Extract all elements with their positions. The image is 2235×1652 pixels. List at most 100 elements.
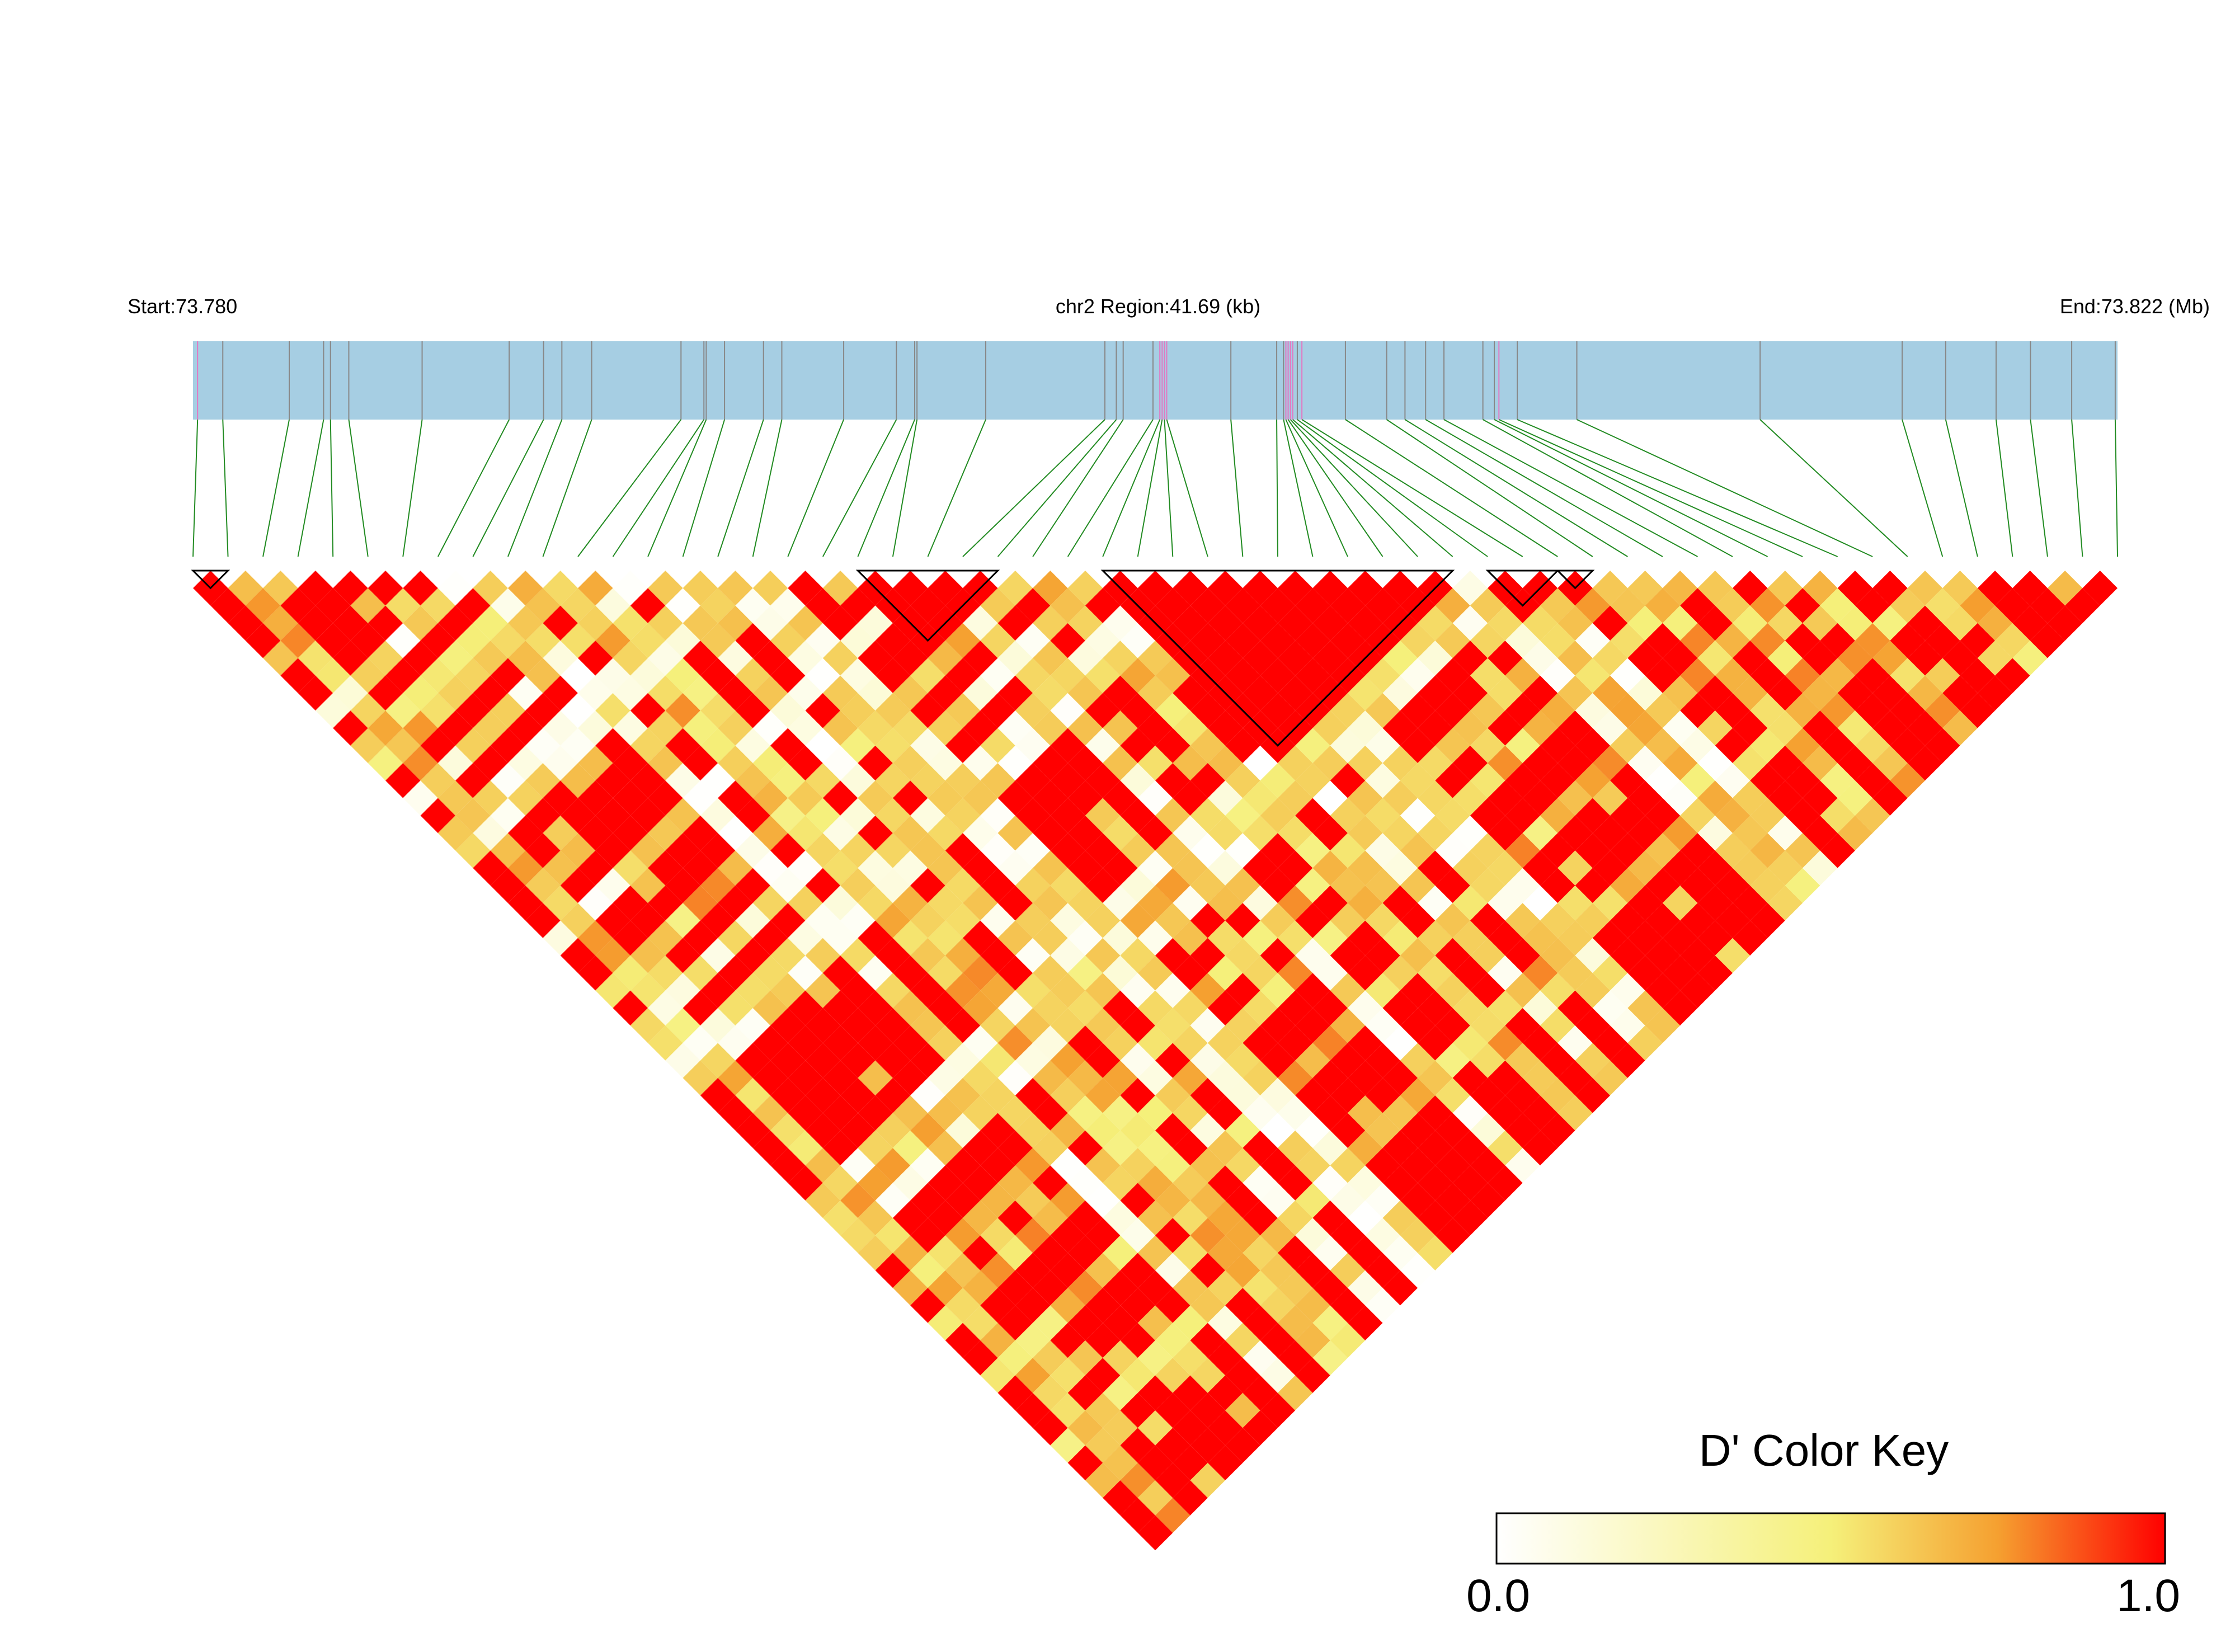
ld-cell — [1592, 1060, 1628, 1096]
haplotype-block-outline — [1100, 570, 1455, 747]
ld-cell — [1120, 1148, 1155, 1183]
ld-cell — [1155, 833, 1191, 868]
ld-cell — [1452, 920, 1488, 956]
snp-connector — [1995, 419, 2013, 557]
ld-cell — [1190, 798, 1226, 834]
ld-cell — [1330, 623, 1366, 658]
ld-cell — [1540, 728, 1575, 763]
snp-connector — [192, 419, 199, 557]
ld-cell — [1260, 973, 1296, 1008]
ld-cell — [1277, 920, 1313, 956]
ld-cell — [1872, 641, 1908, 676]
ld-cell — [945, 1183, 981, 1218]
ld-cell — [1260, 868, 1296, 903]
ld-cell — [1277, 956, 1313, 991]
ld-cell — [1505, 1077, 1540, 1113]
ld-cell — [1330, 1288, 1366, 1323]
ld-cell — [858, 1200, 893, 1236]
ld-cell — [1120, 658, 1155, 693]
ld-cell — [1137, 1095, 1173, 1131]
ld-cell — [980, 903, 1015, 938]
ld-cell — [1505, 658, 1540, 693]
ld-cell — [1715, 623, 1751, 658]
snp-connector — [222, 419, 229, 557]
snp-connector — [1276, 419, 1278, 557]
snp-connector — [1425, 419, 1663, 557]
ld-cell — [1627, 745, 1663, 781]
ld-cell — [700, 763, 736, 798]
ld-cell — [1820, 693, 1855, 728]
ld-cell — [788, 1095, 823, 1131]
ld-cell — [1225, 1358, 1260, 1393]
ld-cell — [1750, 763, 1785, 798]
ld-cell — [1540, 903, 1575, 938]
ld-cell — [805, 1183, 841, 1218]
ld-cell — [1190, 973, 1226, 1008]
ld-cell — [1137, 1515, 1173, 1551]
ld-cell — [1627, 815, 1663, 851]
ld-cell — [1435, 798, 1470, 834]
ld-cell — [1190, 833, 1226, 868]
ld-cell — [1767, 710, 1803, 746]
ld-cell — [1662, 675, 1698, 711]
ld-cell — [1592, 571, 1628, 606]
ld-cell — [1767, 675, 1803, 711]
ld-cell — [1400, 973, 1436, 1008]
ld-cell — [1243, 745, 1278, 781]
ld-cell — [1680, 588, 1715, 623]
ld-cell — [1243, 920, 1278, 956]
ld-cell — [1400, 903, 1436, 938]
ld-cell — [595, 938, 630, 973]
ld-cell — [980, 1077, 1015, 1113]
ld-cell — [770, 1148, 806, 1183]
ld-cell — [1330, 1253, 1366, 1288]
ld-cell — [1820, 588, 1855, 623]
ld-cell — [892, 710, 928, 746]
ld-cell — [788, 885, 823, 921]
snp-connector — [2071, 419, 2083, 557]
ld-cell — [892, 1025, 928, 1061]
color-key-gradient — [1495, 1512, 2166, 1565]
ld-cell — [1103, 1445, 1138, 1481]
ld-cell — [1137, 1025, 1173, 1061]
ld-cell — [1785, 763, 1820, 798]
ld-cell — [1173, 1130, 1208, 1166]
ld-cell — [1085, 693, 1121, 728]
ld-cell — [525, 833, 561, 868]
ld-cell — [1207, 956, 1243, 991]
ld-cell — [1697, 956, 1733, 991]
ld-cell — [822, 1165, 858, 1201]
ld-cell — [1382, 1270, 1418, 1306]
ld-cell — [1225, 1253, 1260, 1288]
ld-cell — [1540, 1077, 1575, 1113]
ld-cell — [1452, 1025, 1488, 1061]
ld-cell — [2065, 588, 2100, 623]
ld-cell — [980, 763, 1015, 798]
ld-cell — [1645, 623, 1681, 658]
ld-cell — [1260, 938, 1296, 973]
ld-cell — [1488, 1025, 1523, 1061]
ld-cell — [1488, 1130, 1523, 1166]
ld-cell — [1312, 780, 1348, 816]
snp-connector — [1032, 419, 1124, 557]
ld-cell — [700, 868, 736, 903]
ld-cell — [892, 780, 928, 816]
ld-cell — [1085, 588, 1121, 623]
ld-cell — [1558, 780, 1593, 816]
ld-cell — [473, 850, 508, 886]
ld-cell — [1120, 693, 1155, 728]
ld-cell — [963, 1340, 998, 1376]
ld-cell — [1400, 938, 1436, 973]
ld-cell — [1435, 938, 1470, 973]
ld-cell — [980, 1043, 1015, 1078]
ld-cell — [1137, 815, 1173, 851]
ld-cell — [1645, 833, 1681, 868]
ld-cell — [788, 920, 823, 956]
ld-cell — [1173, 1445, 1208, 1481]
ld-cell — [1085, 1043, 1121, 1078]
ld-cell — [1207, 990, 1243, 1026]
ld-cell — [700, 658, 736, 693]
ld-cell — [1907, 745, 1943, 781]
ld-cell — [1312, 710, 1348, 746]
ld-cell — [1155, 973, 1191, 1008]
